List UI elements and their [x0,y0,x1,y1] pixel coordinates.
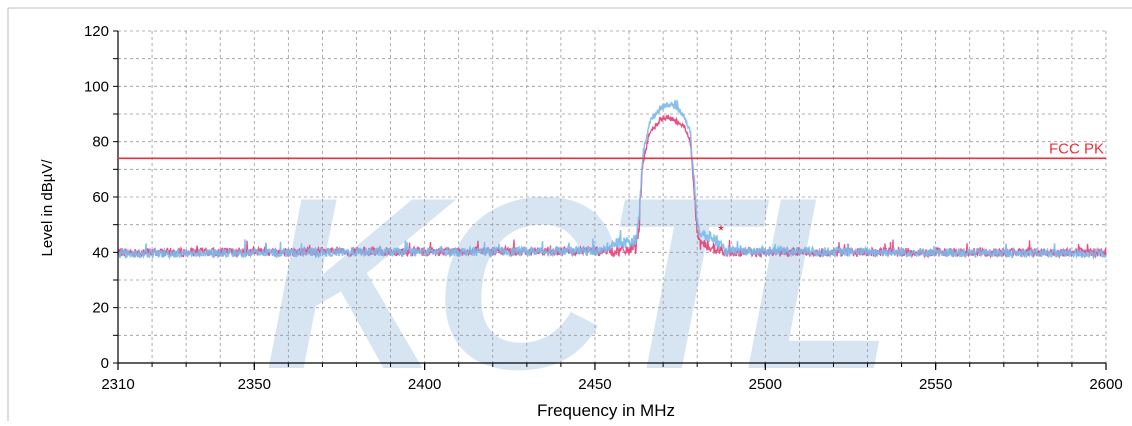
x-axis-label: Frequency in MHz [537,401,675,420]
peak-marker: * [718,222,724,238]
fcc-pk-limit-label: FCC PK [1049,140,1104,157]
y-tick-label: 60 [92,189,109,206]
y-tick-label: 120 [84,23,109,40]
y-tick-label: 40 [92,244,109,261]
series-group: * [117,99,1107,261]
x-tick-label: 2500 [749,376,782,393]
watermark-group: KCTL [264,146,893,420]
x-tick-label: 2550 [919,376,952,393]
x-tick-label: 2310 [101,376,134,393]
limit-line-group: FCC PK [118,140,1106,160]
y-axis-label: Level in dBµV/ [39,159,56,257]
y-tick-label: 100 [84,78,109,95]
x-tick-label: 2450 [578,376,611,393]
y-tick-label: 0 [101,355,109,372]
y-tick-label: 20 [92,300,109,317]
series-trace-2 [117,99,1107,261]
kctl-watermark: KCTL [264,146,885,420]
x-tick-label: 2400 [408,376,441,393]
x-tick-label: 2350 [238,376,271,393]
y-tick-label: 80 [92,134,109,151]
axes-group: 0 20 40 60 80 100 120 2310 2350 2400 2450 2500 2550 2… [84,23,1123,393]
x-tick-label: 2600 [1089,376,1122,393]
